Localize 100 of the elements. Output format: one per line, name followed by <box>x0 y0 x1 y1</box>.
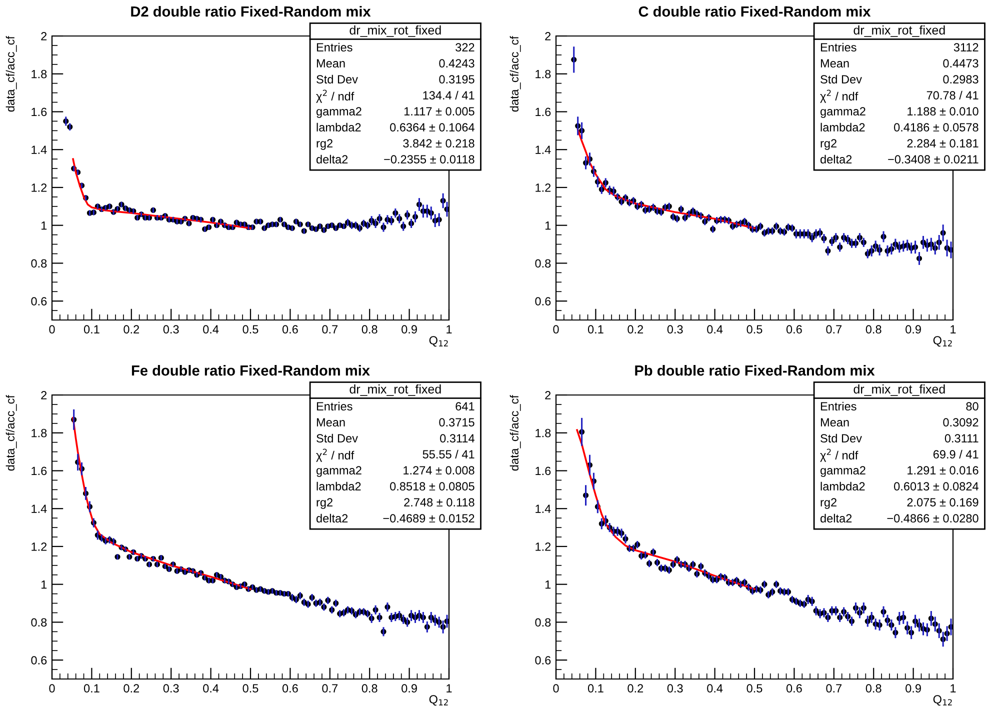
annotation: gamma2 <box>820 466 866 477</box>
annotation: 55.55 / 41 <box>422 450 474 459</box>
x-tick-label: 0.7 <box>322 325 338 334</box>
annotation: Std Dev <box>316 74 358 84</box>
annotation: Std Dev <box>316 434 358 443</box>
x-tick-label: 0.5 <box>746 684 762 693</box>
annotation: dr_mix_rot_fixed <box>854 384 945 396</box>
x-tick-label: 1 <box>950 684 956 692</box>
annotation: χ$^{2}$ / ndf <box>316 448 354 462</box>
annotation: 134.4 / 41 <box>423 90 474 100</box>
annotation: Mean <box>316 418 345 427</box>
annotation: Mean <box>820 418 849 427</box>
y-tick-label: 0.6 <box>535 656 551 664</box>
annotation: Entries <box>316 42 352 52</box>
annotation: delta2 <box>316 514 348 523</box>
x-tick-label: 0.5 <box>746 325 762 334</box>
x-tick-label: 0.4 <box>203 325 219 334</box>
x-tick-label: 0 <box>49 325 55 334</box>
x-tick-label: 0.8 <box>362 684 378 693</box>
annotation: 0.3111 <box>944 434 978 443</box>
y-tick-label: 2 <box>545 391 551 400</box>
y-tick-label: 1.6 <box>536 466 551 476</box>
annotation: delta2 <box>820 514 852 523</box>
annotation: 1.188 ± 0.010 <box>908 107 978 116</box>
annotation: χ$^{2}$ / ndf <box>820 90 858 103</box>
annotation: 0.3195 <box>439 75 474 84</box>
annotation: 2.075 ± 0.169 <box>907 498 978 507</box>
x-tick-label: 0.2 <box>124 325 140 334</box>
x-tick-label: 0.7 <box>322 684 338 693</box>
x-tick-label: 0.3 <box>667 684 683 693</box>
annotation: dr_mix_rot_fixed <box>854 25 945 37</box>
x-tick-label: 0.1 <box>84 684 100 693</box>
y-tick-label: 2 <box>41 391 47 400</box>
annotation: gamma2 <box>316 466 362 477</box>
x-axis-title: Q$_{12}$ <box>933 336 952 347</box>
annotation: Entries <box>820 42 856 52</box>
annotation: rg2 <box>316 498 332 509</box>
y-tick-label: 1.4 <box>32 146 47 154</box>
y-tick-label: 2 <box>545 32 551 40</box>
x-tick-label: 1 <box>446 684 452 692</box>
x-tick-label: 0.7 <box>826 325 842 334</box>
y-tick-label: 1.4 <box>536 146 551 154</box>
x-tick-label: 0.3 <box>163 325 179 334</box>
y-tick-label: 1.8 <box>32 428 47 438</box>
x-tick-label: 0.7 <box>826 684 842 693</box>
y-axis-title: data_cf/acc_cf <box>6 36 17 112</box>
x-tick-label: 0.2 <box>628 684 644 693</box>
annotation: rg2 <box>820 139 836 150</box>
annotation: −0.2355 ± 0.0118 <box>384 155 474 164</box>
annotation: 70.78 / 41 <box>926 90 978 100</box>
annotation: 2.748 ± 0.118 <box>404 498 474 507</box>
annotation: −0.4689 ± 0.0152 <box>383 514 474 523</box>
y-tick-label: 1.8 <box>536 70 551 78</box>
annotation: 0.4186 ± 0.0578 <box>894 123 978 132</box>
annotation: 0.4473 <box>943 59 978 68</box>
x-tick-label: 0 <box>553 325 559 334</box>
annotation: Entries <box>820 402 856 411</box>
x-tick-label: 0.4 <box>707 325 723 334</box>
y-tick-label: 0.8 <box>31 259 47 268</box>
x-tick-label: 0.6 <box>786 325 802 334</box>
annotation: 0.3092 <box>943 418 978 427</box>
chart-title: Pb double ratio Fixed-Random mix <box>635 364 875 376</box>
x-tick-label: 1 <box>950 325 956 334</box>
y-tick-label: 1.6 <box>536 108 551 116</box>
x-tick-label: 0.4 <box>707 684 723 693</box>
text: 80 <box>966 402 978 411</box>
y-tick-label: 1 <box>545 221 551 230</box>
x-axis-title: Q$_{12}$ <box>933 695 952 706</box>
y-tick-label: 1.6 <box>32 108 47 116</box>
text: 322 <box>456 43 474 52</box>
x-tick-label: 0.1 <box>588 684 604 693</box>
annotation: 69.9 / 41 <box>933 450 978 459</box>
annotation: 3.842 ± 0.218 <box>403 139 474 148</box>
annotation: gamma2 <box>316 107 362 118</box>
x-tick-label: 0.9 <box>906 684 921 693</box>
annotation: lambda2 <box>316 482 361 491</box>
x-tick-label: 0 <box>553 684 559 693</box>
y-tick-label: 1.8 <box>32 70 47 78</box>
y-tick-label: 0.6 <box>31 297 47 306</box>
annotation: lambda2 <box>820 122 865 132</box>
x-tick-label: 0.6 <box>282 325 298 334</box>
x-axis-title: Q$_{12}$ <box>429 695 448 706</box>
y-tick-label: 1.8 <box>536 428 551 438</box>
annotation: Entries <box>316 402 352 411</box>
x-tick-label: 0.6 <box>786 684 802 693</box>
x-tick-label: 0.3 <box>667 325 683 334</box>
annotation: 0.2983 <box>943 75 978 84</box>
y-tick-label: 0.8 <box>535 259 551 268</box>
chart-title: C double ratio Fixed-Random mix <box>638 6 871 17</box>
x-tick-label: 0.5 <box>242 684 258 693</box>
y-axis-title: data_cf/acc_cf <box>510 394 521 471</box>
annotation: 1.274 ± 0.008 <box>404 466 474 475</box>
y-tick-label: 1 <box>41 580 47 589</box>
x-tick-label: 0.6 <box>282 684 298 693</box>
annotation: 0.6013 ± 0.0824 <box>894 482 978 491</box>
y-axis-title: data_cf/acc_cf <box>6 394 17 471</box>
annotation: dr_mix_rot_fixed <box>350 25 441 37</box>
y-tick-label: 0.6 <box>535 297 551 306</box>
annotation: Mean <box>316 59 345 68</box>
y-tick-label: 1.6 <box>32 466 47 476</box>
